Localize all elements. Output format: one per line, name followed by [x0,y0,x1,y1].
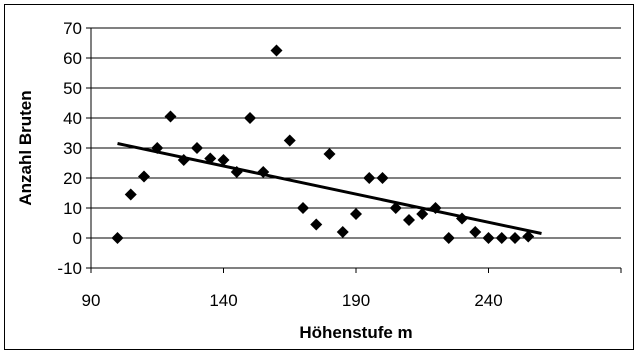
data-point [310,218,323,231]
data-point [456,212,468,225]
y-tick-label: 0 [73,229,82,248]
x-axis-title: Höhenstufe m [299,323,412,342]
data-point [217,154,230,166]
data-point [416,208,429,220]
data-point [350,208,362,220]
data-point [403,214,415,226]
data-point [376,172,389,184]
data-point [204,152,217,165]
y-axis-title: Anzahl Bruten [16,90,35,205]
data-point [111,232,124,244]
data-point [164,110,177,123]
data-point [230,166,243,178]
data-point [257,166,270,178]
y-tick-label: 20 [63,169,82,188]
data-point [270,44,283,57]
data-point [323,148,336,160]
axes [86,27,622,273]
data-point [283,134,296,147]
x-tick-label: 90 [82,291,101,310]
data-point [469,226,482,238]
x-tick-label: 240 [474,291,502,310]
x-tick-label: 140 [209,291,237,310]
data-point [244,112,256,124]
data-point [297,202,309,214]
data-point [191,142,203,154]
data-point [336,226,349,238]
y-tick-label: 50 [63,79,82,98]
data-point [509,232,521,244]
x-tick-label: 190 [342,291,370,310]
y-tick-label: 10 [63,199,82,218]
data-point [177,154,190,166]
y-tick-label: 60 [63,49,82,68]
y-tick-label: -10 [57,259,82,278]
data-point [429,202,442,214]
chart-frame [4,4,634,350]
data-point [442,232,455,244]
data-point [138,170,150,183]
data-point [151,142,164,154]
y-tick-label: 40 [63,109,82,128]
x-tick-labels: 90 140 190 240 [82,291,503,310]
data-point [495,232,508,244]
data-point [389,202,402,214]
y-tick-labels: -10 0 10 20 30 40 50 60 70 [57,19,82,278]
y-tick-label: 30 [63,139,82,158]
data-point [482,232,495,244]
data-point [124,188,137,201]
data-points [111,44,535,244]
y-tick-label: 70 [63,19,82,38]
data-point [363,172,376,184]
data-point [522,230,535,243]
